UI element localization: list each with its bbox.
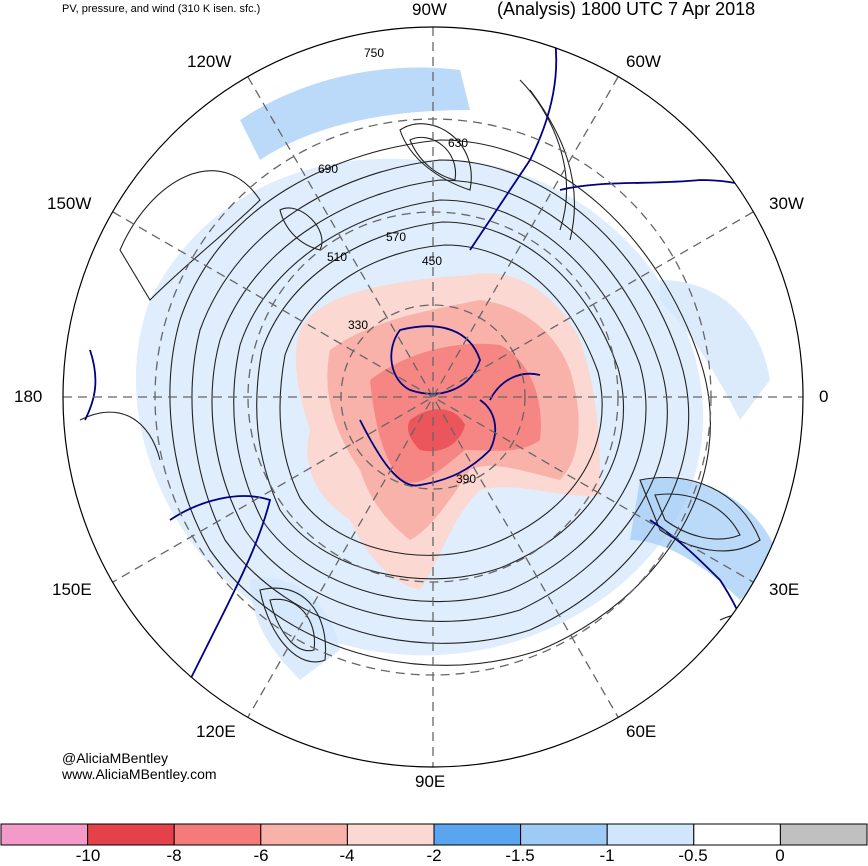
colorbar-tick-label: -6 bbox=[253, 846, 269, 865]
contour-label-450: 450 bbox=[422, 254, 443, 268]
pv-shading bbox=[135, 67, 780, 680]
colorbar-tick-label: -8 bbox=[166, 846, 182, 865]
lon-label-0: 0 bbox=[819, 387, 829, 406]
lon-label-90w: 90W bbox=[412, 0, 447, 19]
contour-label-390: 390 bbox=[456, 472, 477, 486]
lon-label-60e: 60E bbox=[626, 722, 657, 741]
contour-label-750: 750 bbox=[364, 46, 385, 60]
map-title: (Analysis) 1800 UTC 7 Apr 2018 bbox=[497, 0, 756, 19]
lon-label-120w: 120W bbox=[187, 52, 232, 71]
colorbar-tick-label: -0.5 bbox=[678, 846, 708, 865]
contour-label-570: 570 bbox=[386, 230, 407, 244]
credit-website: www.AliciaMBentley.com bbox=[62, 766, 217, 782]
lon-label-120e: 120E bbox=[196, 722, 236, 741]
lon-label-30e: 30E bbox=[769, 580, 800, 599]
colorbar-tick-label: -1.5 bbox=[505, 846, 535, 865]
pressure-contours bbox=[79, 79, 801, 681]
contour-label-510: 510 bbox=[327, 250, 348, 264]
map-boundary bbox=[62, 26, 804, 768]
lon-label-180: 180 bbox=[14, 387, 43, 406]
map-subtitle: PV, pressure, and wind (310 K isen. sfc.… bbox=[62, 3, 261, 15]
lon-label-150e: 150E bbox=[52, 580, 92, 599]
colorbar-tick-label: -10 bbox=[75, 846, 101, 865]
lon-label-150w: 150W bbox=[47, 194, 92, 213]
colorbar-tick-label: 0 bbox=[775, 846, 785, 865]
colorbar-tick-label: -1 bbox=[599, 846, 615, 865]
lon-label-60w: 60W bbox=[626, 52, 661, 71]
contour-label-630: 630 bbox=[448, 136, 469, 150]
graticule bbox=[63, 27, 803, 767]
contour-label-690: 690 bbox=[318, 162, 339, 176]
contour-label-330: 330 bbox=[348, 318, 369, 332]
lon-label-90e: 90E bbox=[415, 772, 446, 791]
colorbar-tick-label: -4 bbox=[339, 846, 355, 865]
lon-label-30w: 30W bbox=[769, 194, 804, 213]
credit-handle: @AliciaMBentley bbox=[62, 750, 169, 766]
colorbar-tick-label: -2 bbox=[426, 846, 442, 865]
